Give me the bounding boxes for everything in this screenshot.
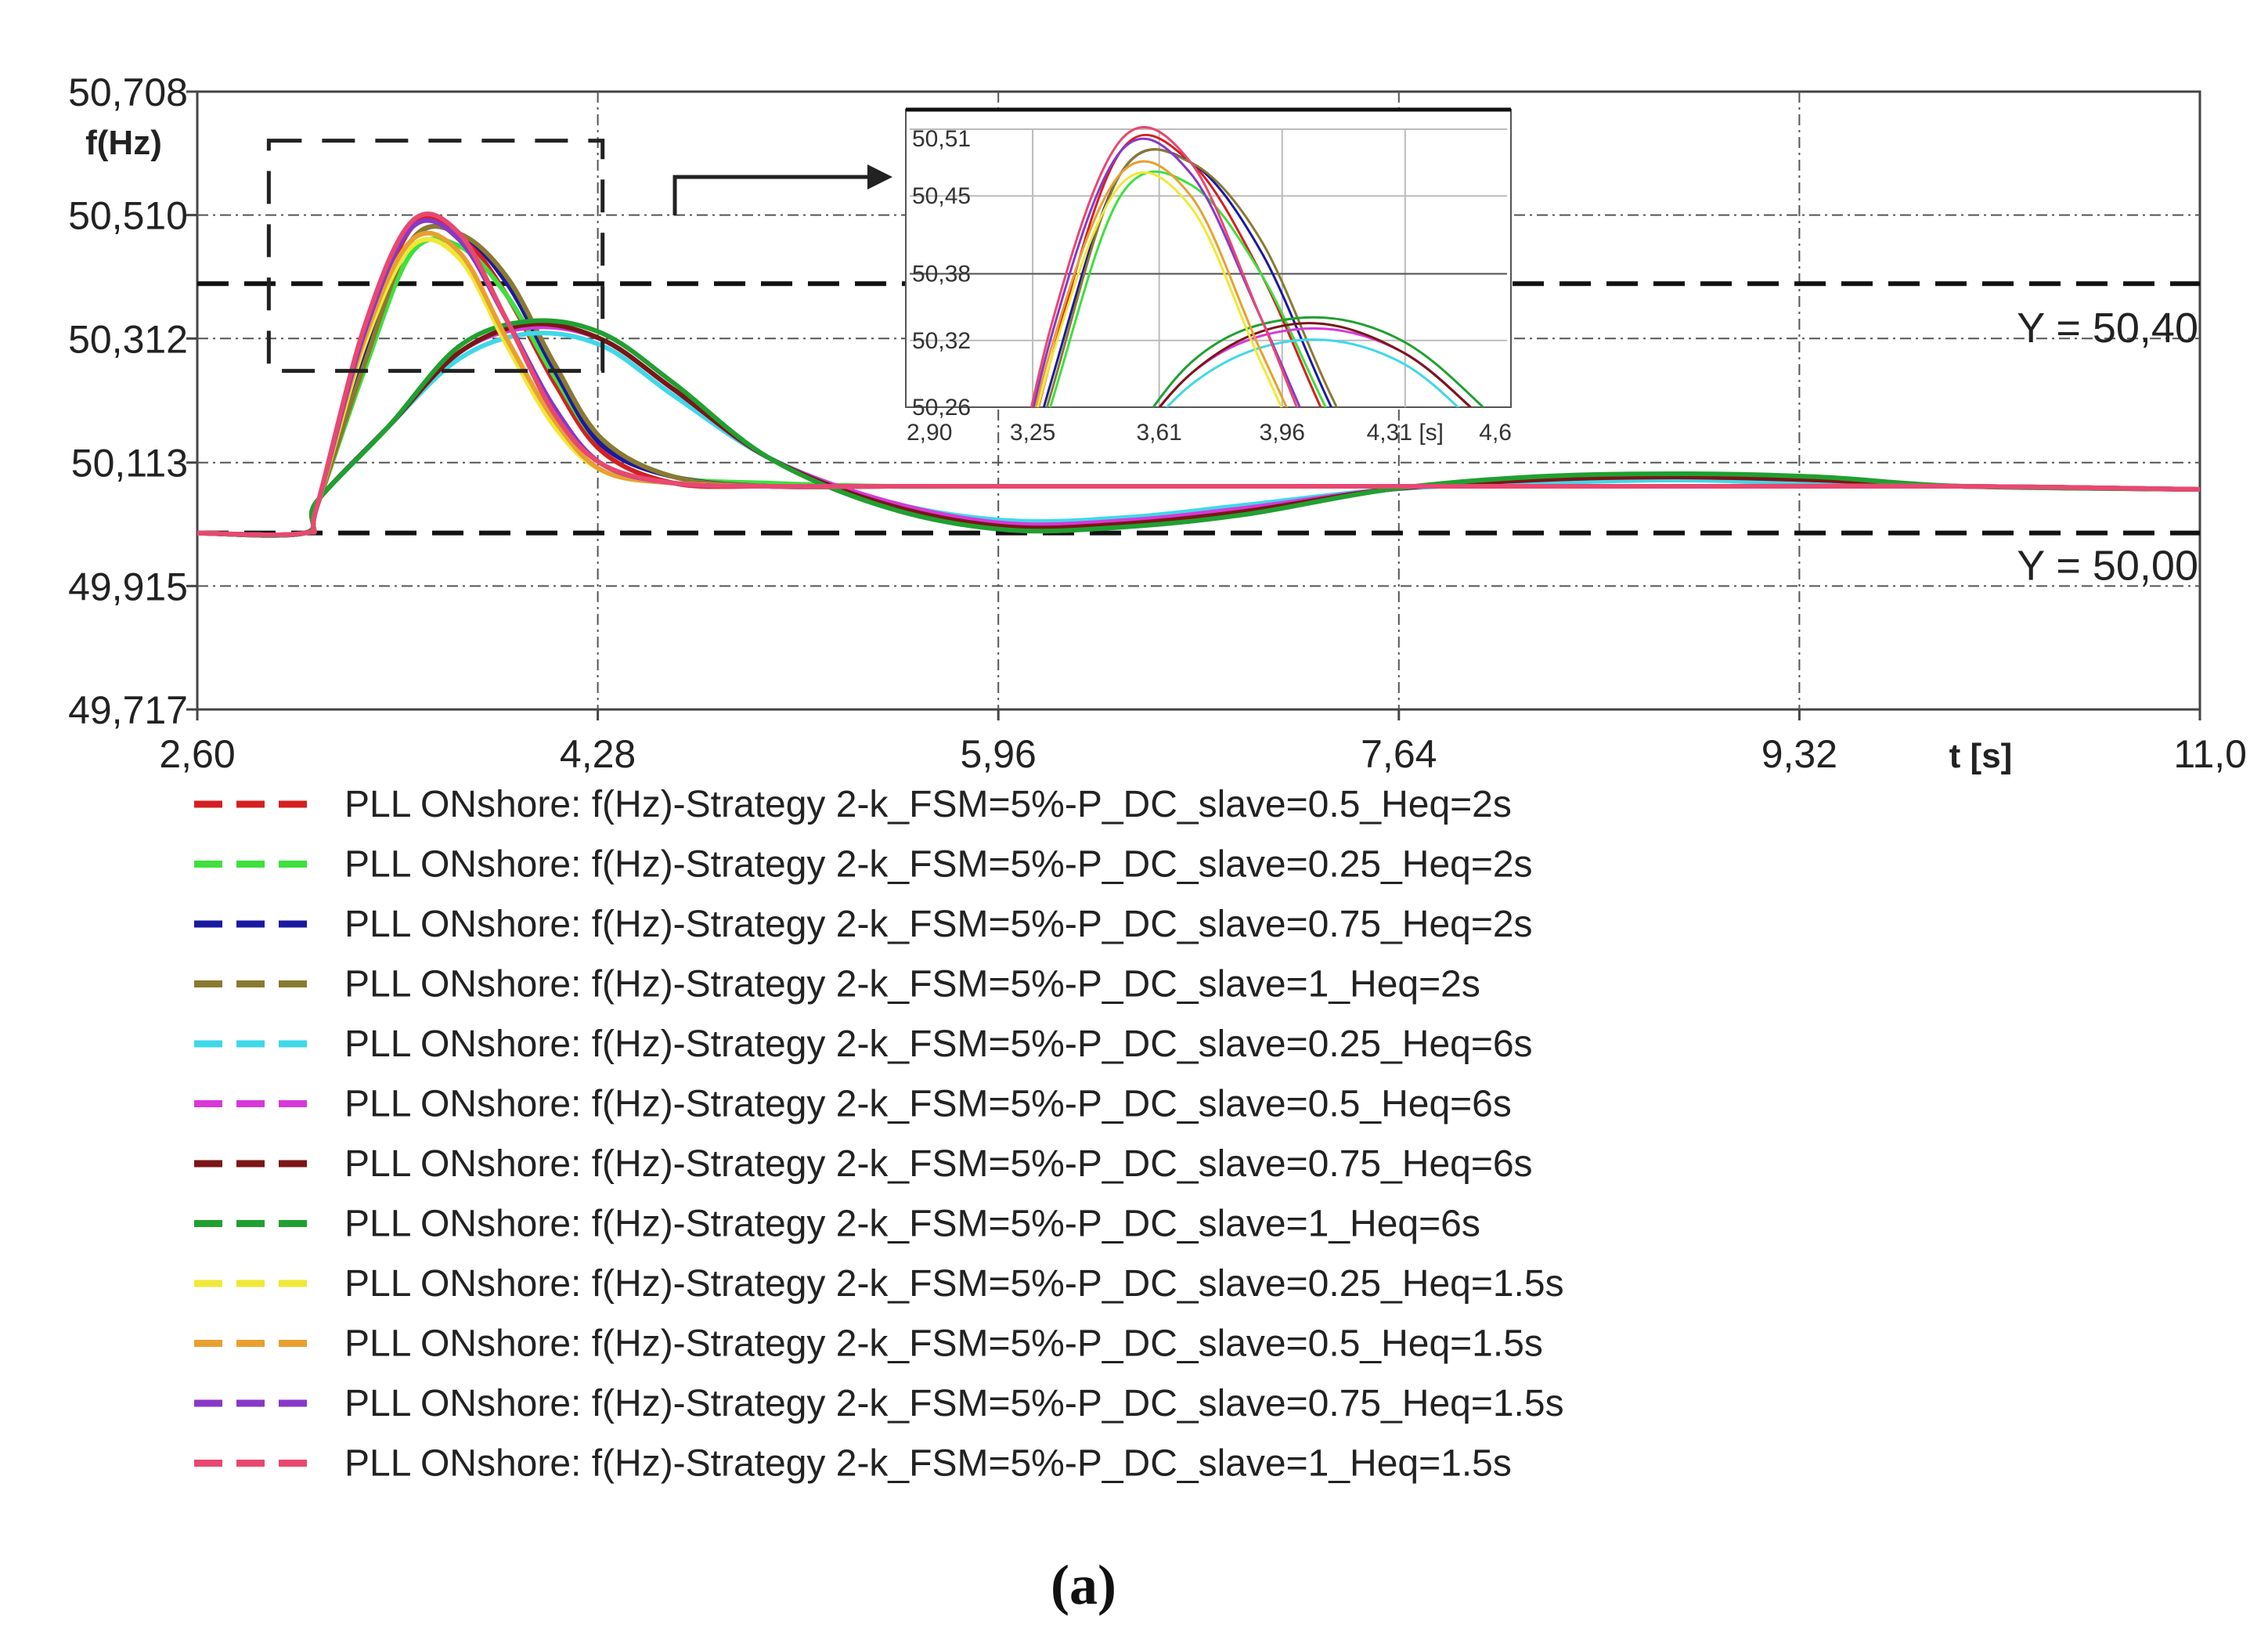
legend-label: PLL ONshore: f(Hz)-Strategy 2-k_FSM=5%-P… <box>344 1323 1543 1365</box>
y-tick-label: 50,708 <box>68 70 188 114</box>
reference-line-label: Y = 50,40 <box>2017 305 2198 352</box>
inset-x-tick-label: 3,96 <box>1260 420 1305 446</box>
y-ticks: 50,708 50,510 50,312 50,113 49,915 49,717 <box>68 70 197 732</box>
y-tick-label: 49,717 <box>68 688 188 732</box>
inset-y-ticks: 50,51 50,45 50,38 50,32 50,26 <box>912 126 971 421</box>
y-tick-label: 49,915 <box>68 565 188 608</box>
x-tick-label: 5,96 <box>961 732 1037 776</box>
inset-x-tick-label: 4,6 <box>1479 420 1512 446</box>
legend-label: PLL ONshore: f(Hz)-Strategy 2-k_FSM=5%-P… <box>344 904 1533 945</box>
series-line <box>197 211 2200 538</box>
y-tick-label: 50,113 <box>71 442 188 486</box>
inset-y-tick-label: 50,51 <box>912 126 971 152</box>
legend-label: PLL ONshore: f(Hz)-Strategy 2-k_FSM=5%-P… <box>344 1383 1564 1424</box>
figure-caption: (a) <box>1051 1554 1116 1616</box>
inset-series-line <box>1037 171 1283 407</box>
inset-series-line <box>1042 148 1333 407</box>
x-tick-label: 11,0 <box>2173 732 2247 776</box>
legend-label: PLL ONshore: f(Hz)-Strategy 2-k_FSM=5%-P… <box>344 1204 1480 1245</box>
inset-series-lines <box>1029 125 1485 407</box>
inset-x-tick-label: 3,61 <box>1136 420 1181 446</box>
y-axis-label: f(Hz) <box>85 124 162 162</box>
legend-label: PLL ONshore: f(Hz)-Strategy 2-k_FSM=5%-P… <box>344 964 1480 1005</box>
zoom-inset: 50,51 50,45 50,38 50,32 50,26 2,90 3,25 3,61 3,… <box>905 107 1512 446</box>
reference-lines: Y = 50,40 Y = 50,00 <box>197 281 2200 590</box>
legend-label: PLL ONshore: f(Hz)-Strategy 2-k_FSM=5%-P… <box>344 784 1512 825</box>
inset-series-line <box>1032 137 1301 407</box>
x-tick-label: 9,32 <box>1761 732 1837 776</box>
x-axis-label: t [s] <box>1949 737 2013 775</box>
inset-y-tick-label: 50,32 <box>912 328 971 354</box>
legend-label: PLL ONshore: f(Hz)-Strategy 2-k_FSM=5%-P… <box>344 1023 1533 1065</box>
inset-series-line <box>1029 125 1299 407</box>
legend-label: PLL ONshore: f(Hz)-Strategy 2-k_FSM=5%-P… <box>344 1443 1512 1485</box>
inset-y-tick-label: 50,38 <box>912 262 971 287</box>
inset-series-line <box>1045 148 1338 407</box>
legend-label: PLL ONshore: f(Hz)-Strategy 2-k_FSM=5%-P… <box>344 844 1533 886</box>
inset-x-tick-label: 3,25 <box>1010 420 1055 446</box>
x-ticks: 2,60 4,28 5,96 7,64 9,32 11,0 <box>159 709 2247 776</box>
inset-series-line <box>1048 170 1328 407</box>
inset-y-tick-label: 50,45 <box>912 183 971 209</box>
legend: PLL ONshore: f(Hz)-Strategy 2-k_FSM=5%-P… <box>194 784 1564 1485</box>
inset-x-tick-label: 4,31 [s] <box>1367 420 1444 446</box>
x-tick-label: 2,60 <box>159 732 235 776</box>
x-tick-label: 7,64 <box>1361 732 1437 776</box>
reference-line-label: Y = 50,00 <box>2017 543 2198 590</box>
y-tick-label: 50,510 <box>68 194 188 238</box>
series-lines <box>197 211 2200 538</box>
inset-y-tick-label: 50,26 <box>912 395 971 421</box>
inset-x-tick-label: 2,90 <box>907 420 952 446</box>
zoom-arrow <box>672 164 892 215</box>
zoom-region-box <box>266 139 605 374</box>
legend-label: PLL ONshore: f(Hz)-Strategy 2-k_FSM=5%-P… <box>344 1143 1533 1185</box>
y-tick-label: 50,312 <box>68 317 188 361</box>
inset-series-line <box>1034 160 1289 407</box>
legend-label: PLL ONshore: f(Hz)-Strategy 2-k_FSM=5%-P… <box>344 1263 1564 1305</box>
legend-label: PLL ONshore: f(Hz)-Strategy 2-k_FSM=5%-P… <box>344 1084 1512 1125</box>
inset-grid <box>910 128 1507 407</box>
series-line <box>197 318 2200 538</box>
x-tick-label: 4,28 <box>560 732 636 776</box>
inset-x-ticks: 2,90 3,25 3,61 3,96 4,31 [s] 4,6 <box>907 420 1512 446</box>
